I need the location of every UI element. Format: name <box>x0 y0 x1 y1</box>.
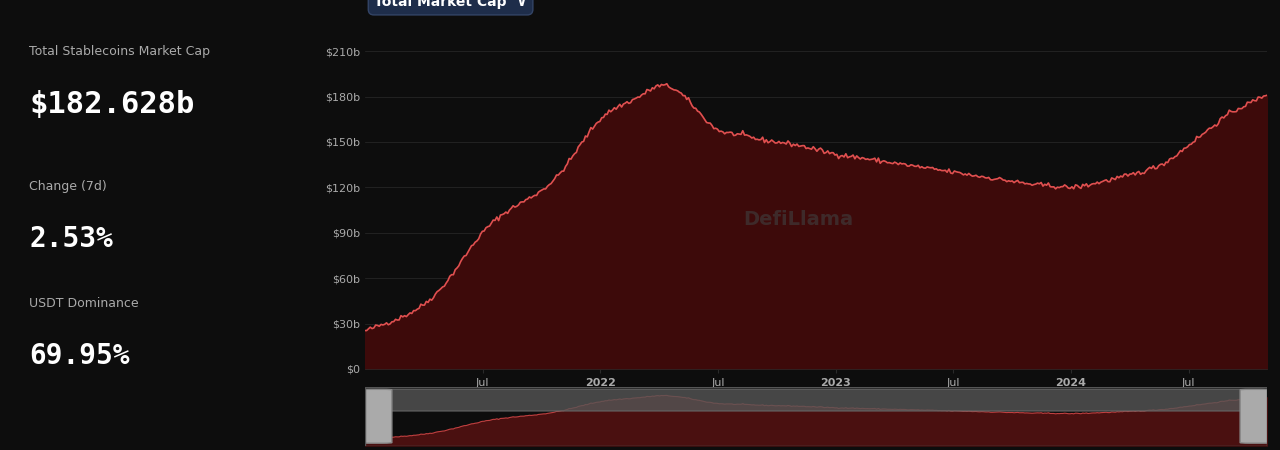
Text: USDT Dominance: USDT Dominance <box>29 297 138 310</box>
FancyBboxPatch shape <box>351 389 392 443</box>
Text: Change (7d): Change (7d) <box>29 180 108 193</box>
Text: Total Market Cap  ∨: Total Market Cap ∨ <box>374 0 527 9</box>
Text: Total Stablecoins Market Cap: Total Stablecoins Market Cap <box>29 45 210 58</box>
Text: $182.628b: $182.628b <box>29 90 195 119</box>
FancyBboxPatch shape <box>1240 389 1280 443</box>
Bar <box>365 387 1267 446</box>
FancyBboxPatch shape <box>365 389 1267 411</box>
Text: 2.53%: 2.53% <box>29 225 113 253</box>
Text: DefiLlama: DefiLlama <box>742 210 852 229</box>
Text: 69.95%: 69.95% <box>29 342 129 370</box>
